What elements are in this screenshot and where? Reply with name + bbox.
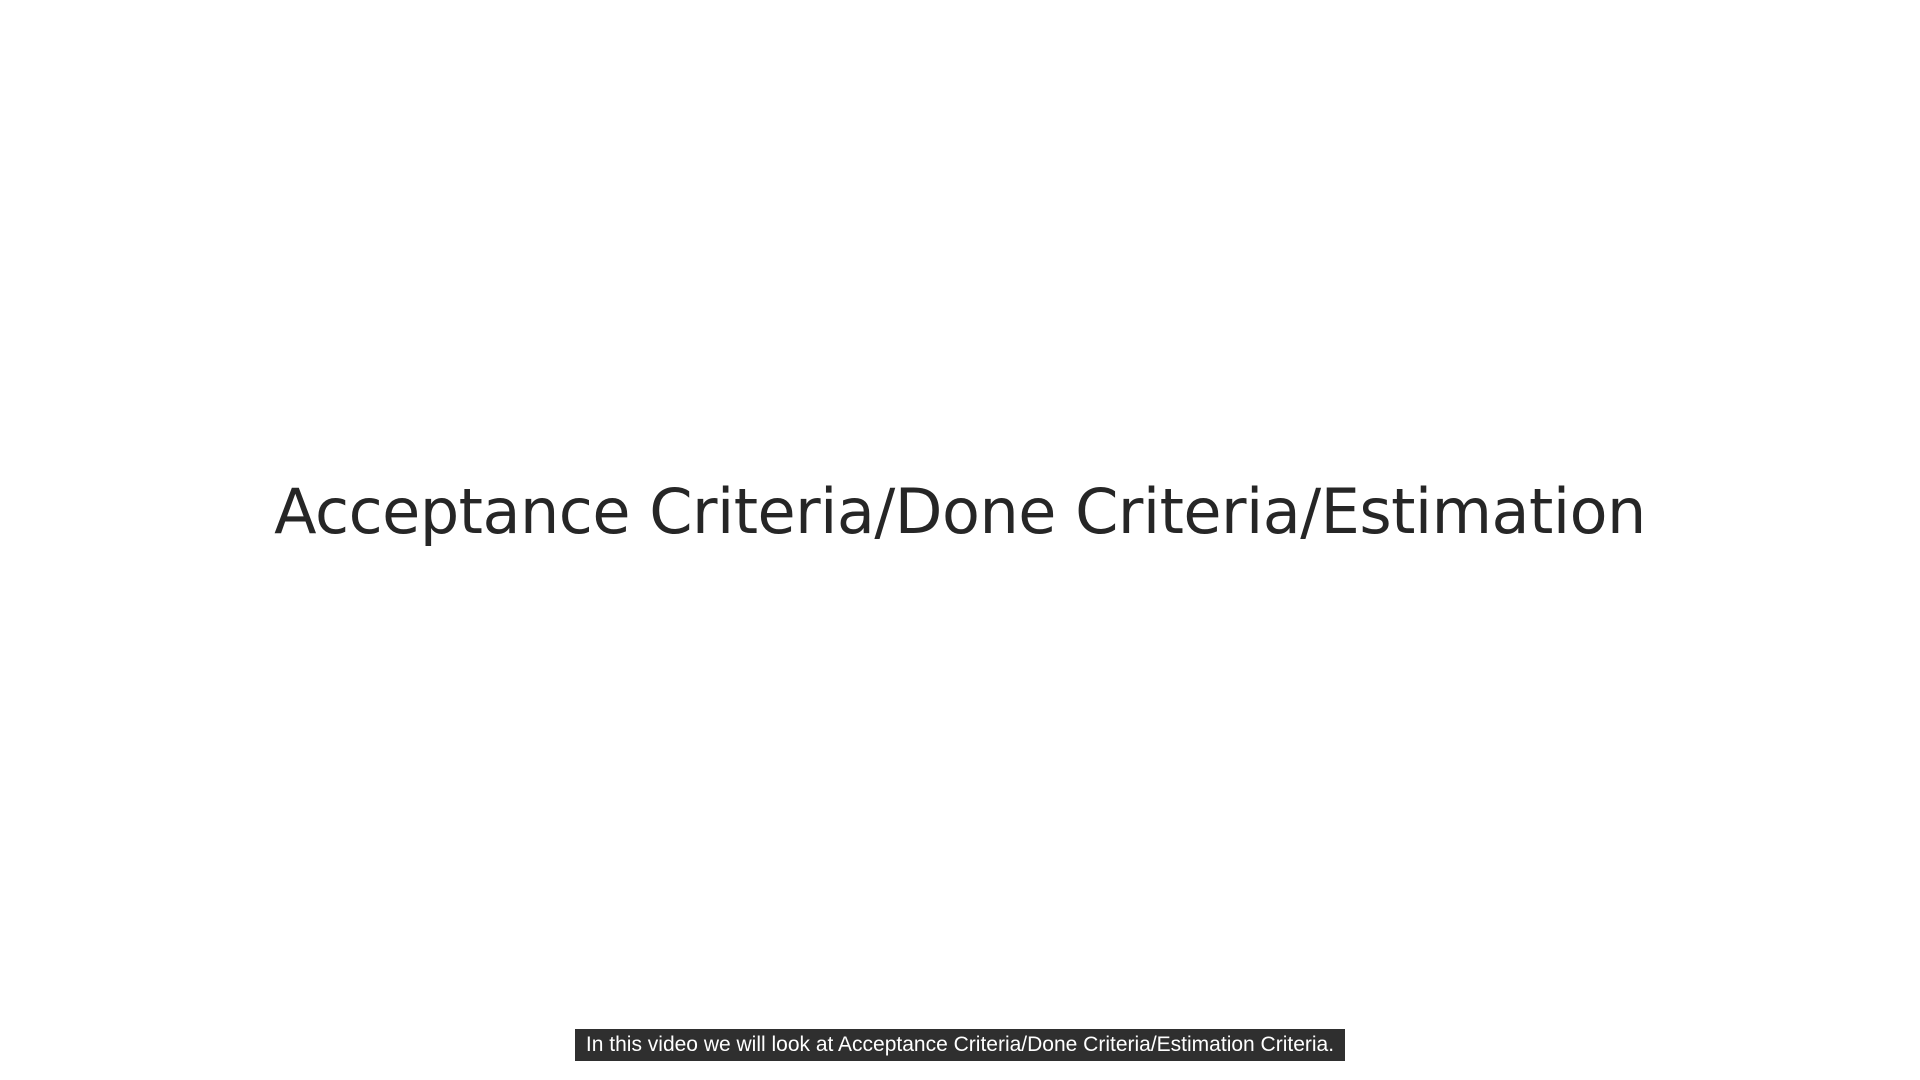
caption-container: In this video we will look at Acceptance…	[0, 1029, 1920, 1061]
slide-title: Acceptance Criteria/Done Criteria/Estima…	[274, 475, 1646, 548]
subtitle-caption: In this video we will look at Acceptance…	[574, 1029, 1346, 1061]
